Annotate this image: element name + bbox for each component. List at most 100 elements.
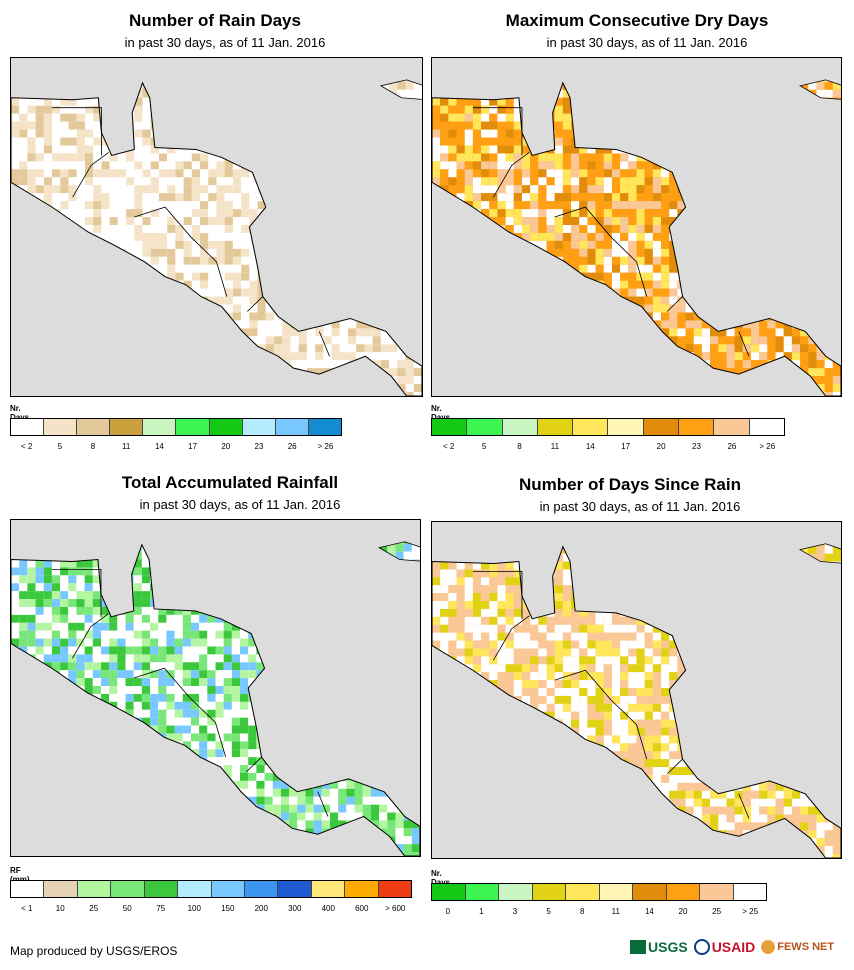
legend-tick-label: 5 xyxy=(57,442,63,451)
map-area xyxy=(431,521,842,859)
legend-tick-label: 20 xyxy=(221,442,231,451)
legend-swatch xyxy=(77,881,112,897)
panel-title: Total Accumulated Rainfall xyxy=(121,473,339,492)
coastline xyxy=(11,543,420,856)
legend-swatch xyxy=(432,419,468,435)
legend-color-bar xyxy=(10,880,412,898)
legend-swatch xyxy=(432,884,466,900)
fews-net-logo: FEWS NET xyxy=(761,940,834,954)
legend-swatch xyxy=(714,419,750,435)
rainfall-grid xyxy=(11,541,420,856)
legend-swatch xyxy=(242,419,276,435)
central-america-map xyxy=(11,541,420,856)
legend-tick-label: 23 xyxy=(254,442,264,451)
legend-tick-label: 5 xyxy=(546,907,551,916)
map-area xyxy=(10,57,423,397)
legend-swatch xyxy=(311,881,346,897)
legend-tick-label: 17 xyxy=(188,442,198,451)
legend-swatch xyxy=(211,881,245,897)
legend-title: RF (mm) xyxy=(10,866,30,884)
legend-swatch xyxy=(643,419,680,435)
legend-tick-label: 17 xyxy=(621,442,631,451)
legend-tick-label: 600 xyxy=(355,904,369,913)
coastline xyxy=(432,545,841,858)
legend-swatch xyxy=(378,881,412,897)
central-america-map xyxy=(432,79,841,396)
legend-tick-label: 25 xyxy=(712,907,722,916)
legend-color-bar xyxy=(431,418,785,436)
legend-tick-label: 25 xyxy=(89,904,99,913)
legend-tick-label: 300 xyxy=(288,904,302,913)
country-borders xyxy=(472,107,750,357)
panel-subtitle: in past 30 days, as of 11 Jan. 2016 xyxy=(139,497,341,512)
legend-tick-label: 20 xyxy=(656,442,666,451)
legend-tick-label: 14 xyxy=(585,442,595,451)
legend-tick-label: < 1 xyxy=(21,904,33,913)
panel-subtitle: in past 30 days, as of 11 Jan. 2016 xyxy=(539,499,741,514)
legend-swatch xyxy=(502,419,538,435)
legend-tick-label: 400 xyxy=(321,904,335,913)
rainfall-grid xyxy=(11,79,422,396)
panel-title: Number of Rain Days xyxy=(129,11,301,30)
legend-swatch xyxy=(532,884,566,900)
legend-tick-label: 8 xyxy=(517,442,522,451)
legend-tick-label: 75 xyxy=(156,904,166,913)
legend-color-bar xyxy=(431,883,767,901)
jamaica-outline xyxy=(799,79,841,100)
jamaica-outline xyxy=(379,79,422,100)
panel-subtitle: in past 30 days, as of 11 Jan. 2016 xyxy=(546,35,748,50)
legend-tick-label: 11 xyxy=(122,442,131,451)
legend-swatch xyxy=(573,419,609,435)
legend-swatch xyxy=(111,881,145,897)
map-area xyxy=(431,57,842,397)
legend-tick-label: 8 xyxy=(579,907,585,916)
legend-tick-label: 0 xyxy=(445,907,451,916)
legend-tick-label: 23 xyxy=(692,442,701,451)
coastline xyxy=(432,81,841,396)
partner-logos: USGS USAID FEWS NET xyxy=(630,932,834,962)
legend-tick-label: 200 xyxy=(254,904,268,913)
central-america-map xyxy=(432,543,841,858)
legend-swatch xyxy=(537,419,574,435)
legend-swatch xyxy=(278,881,312,897)
map-credit: Map produced by USGS/EROS xyxy=(10,944,178,958)
legend-tick-label: 5 xyxy=(481,442,487,451)
country-borders xyxy=(52,107,330,357)
panel-subtitle: in past 30 days, as of 11 Jan. 2016 xyxy=(124,35,326,50)
legend-tick-label: 10 xyxy=(55,904,65,913)
legend-swatch xyxy=(499,884,533,900)
central-america-map xyxy=(11,79,422,396)
legend-tick-label: 3 xyxy=(512,907,518,916)
legend-swatch xyxy=(633,884,667,900)
legend-swatch xyxy=(144,881,179,897)
legend-tick-label: 11 xyxy=(550,442,560,451)
legend-tick-label: > 26 xyxy=(759,442,776,451)
legend-swatch xyxy=(11,419,45,435)
legend-tick-label: 50 xyxy=(122,904,132,913)
legend-swatch xyxy=(700,884,734,900)
legend-swatch xyxy=(110,419,144,435)
panel-title: Maximum Consecutive Dry Days xyxy=(505,11,769,30)
legend-swatch xyxy=(209,419,243,435)
legend-title: Nr. Days xyxy=(431,869,451,887)
legend-tick-label: > 26 xyxy=(317,442,334,451)
legend-tick-label: > 600 xyxy=(385,904,406,913)
legend-tick-label: 14 xyxy=(154,442,164,451)
usgs-logo: USGS xyxy=(630,939,688,955)
legend-swatch xyxy=(465,884,499,900)
legend-tick-label: 26 xyxy=(287,442,297,451)
coastline xyxy=(11,81,422,396)
legend-title: Nr. Days xyxy=(10,404,30,422)
legend-tick-label: > 25 xyxy=(742,907,759,916)
legend-swatch xyxy=(566,884,600,900)
legend-swatch xyxy=(679,419,715,435)
jamaica-outline xyxy=(799,543,841,564)
legend-tick-label: 150 xyxy=(221,904,235,913)
legend-swatch xyxy=(44,419,78,435)
country-borders xyxy=(51,569,329,817)
legend-tick-label: 20 xyxy=(678,907,688,916)
legend-swatch xyxy=(749,419,784,435)
legend-tick-label: < 2 xyxy=(443,442,455,451)
legend-swatch xyxy=(44,881,78,897)
jamaica-outline xyxy=(378,541,420,562)
